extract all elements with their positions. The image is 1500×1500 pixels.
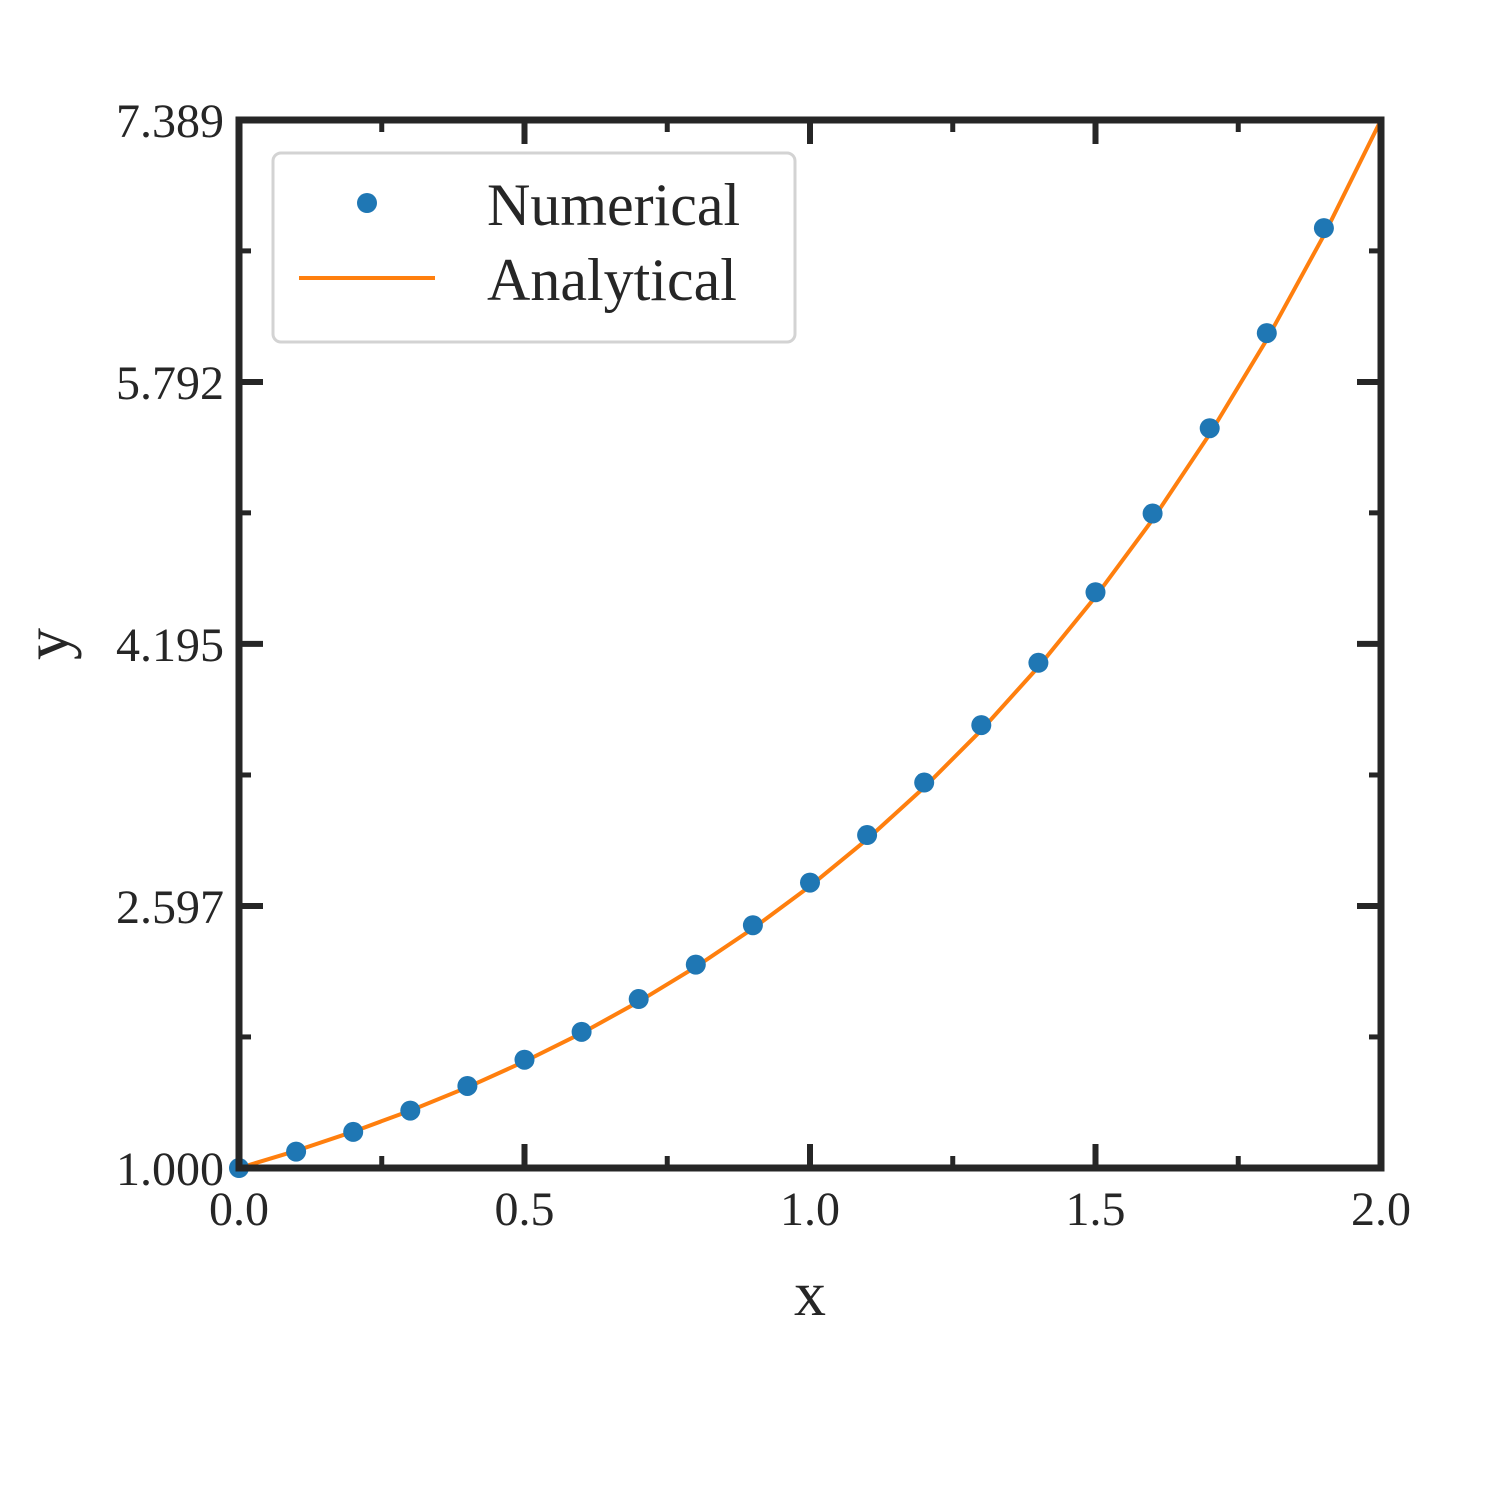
plot-area [229,119,1383,1178]
plot-frame [235,116,1385,1172]
data-point-numerical [1142,503,1163,524]
data-point-numerical [914,772,935,793]
data-point-numerical [1199,418,1220,439]
data-point-numerical [400,1100,421,1121]
y-axis-label: y [11,628,82,660]
y-tick-label: 1.000 [116,1143,224,1196]
data-point-numerical [800,872,820,893]
x-tick-label: 0.5 [495,1183,555,1236]
data-point-numerical [971,715,992,736]
data-point-numerical [1313,218,1334,239]
y-tick-label: 4.195 [116,619,224,672]
tick-labels: 0.0 0.5 1.0 1.5 2.0 1.000 2.597 4.195 5.792 7.389 [116,95,1411,1236]
data-point-numerical [286,1141,307,1162]
legend-label-numerical: Numerical [487,172,740,238]
data-point-numerical [457,1075,478,1096]
data-point-numerical [628,989,649,1010]
data-point-numerical [343,1121,364,1142]
data-point-numerical [1085,582,1106,603]
legend: Numerical Analytical [271,151,797,344]
data-point-numerical [857,825,878,846]
data-point-numerical [742,915,763,936]
x-tick-label: 1.0 [780,1183,840,1236]
x-tick-label: 2.0 [1351,1183,1411,1236]
data-point-numerical [1028,652,1049,673]
legend-marker-numerical [357,193,377,213]
legend-box [271,151,797,344]
data-point-numerical [1256,323,1277,344]
y-tick-label: 5.792 [116,357,224,410]
legend-label-analytical: Analytical [487,247,737,313]
data-point-numerical [514,1049,535,1070]
x-axis-label: x [794,1258,826,1329]
y-tick-label: 2.597 [116,881,224,934]
data-point-numerical [571,1021,592,1042]
x-tick-label: 0.0 [209,1183,269,1236]
y-tick-label: 7.389 [116,95,224,148]
data-point-numerical [685,954,706,975]
x-tick-label: 1.5 [1066,1183,1126,1236]
